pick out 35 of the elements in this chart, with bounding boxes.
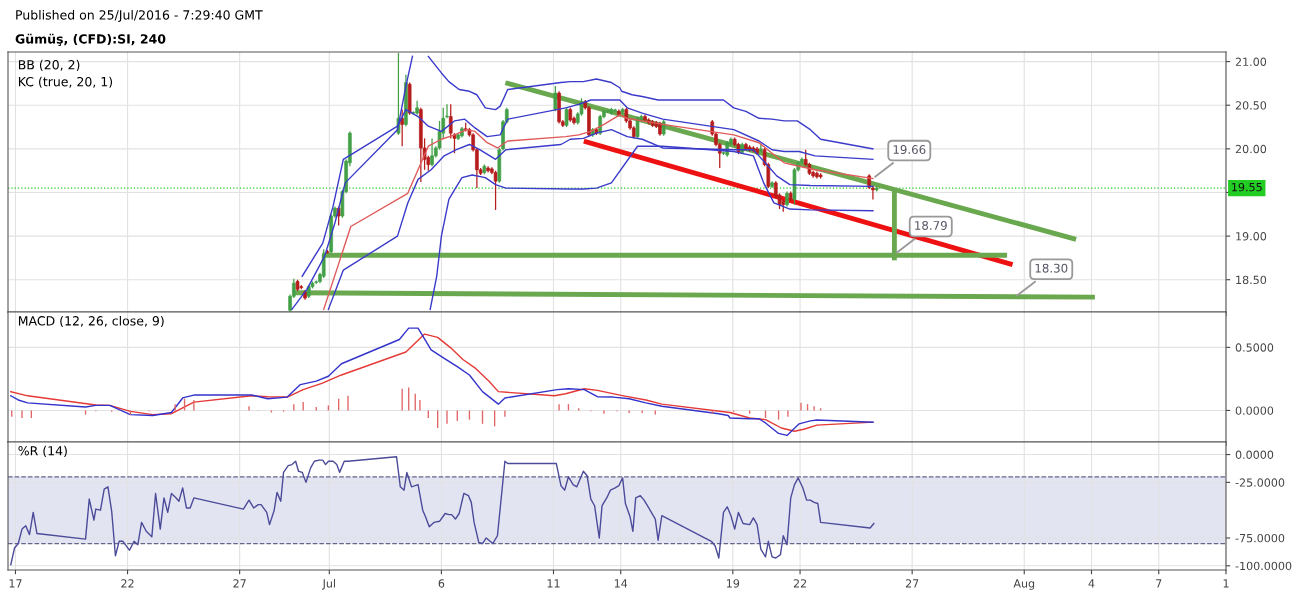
x-tick-label: 14 [614,579,628,588]
y-tick-label: 0.0000 [1235,406,1274,415]
annotation: 18.79 [915,220,947,230]
x-tick-label: 17 [9,579,22,588]
y-tick-label: 19.00 [1236,232,1267,241]
x-tick-label: 27 [905,579,919,588]
y-tick-label: 20.00 [1235,144,1267,154]
annotation: KC (true, 20, 1) [18,76,113,88]
y-tick-label: 21.00 [1235,57,1267,66]
x-tick-label: Jul [322,579,335,590]
x-tick-label: Aug [1013,579,1035,590]
y-tick-label: 18.50 [1236,275,1267,285]
x-tick-label: 6 [438,579,445,588]
x-tick-label: 19 [726,579,740,588]
x-tick-label: 7 [1156,579,1162,588]
y-tick-label: 20.50 [1235,101,1267,110]
y-tick-label: -100.0000 [1235,561,1292,571]
y-tick-label: 0.5000 [1235,343,1274,352]
y-tick-label: -25.0000 [1235,478,1285,487]
x-tick-label: 4 [1088,579,1095,588]
x-tick-label: 1 [1223,579,1229,588]
chart-title: Gümüş, (CFD):SI, 240 [15,33,166,46]
x-tick-label: 27 [233,579,246,588]
y-tick-label: 0.0000 [1235,450,1274,459]
x-tick-label: 22 [121,579,134,588]
annotation: 19.66 [893,145,926,154]
chart-title: MACD (12, 26, close, 9) [18,315,164,328]
chart-subtitle: Published on 25/Jul/2016 - 7:29:40 GMT [16,9,263,22]
ref-line-label: 19.55 [1232,182,1262,192]
y-tick-label: -75.0000 [1235,533,1285,543]
x-tick-label: 11 [547,579,560,588]
annotation: BB (20, 2) [18,59,80,71]
annotation: 18.30 [1035,263,1068,273]
chart-title: %R (14) [18,445,67,457]
x-tick-label: 22 [793,579,807,588]
